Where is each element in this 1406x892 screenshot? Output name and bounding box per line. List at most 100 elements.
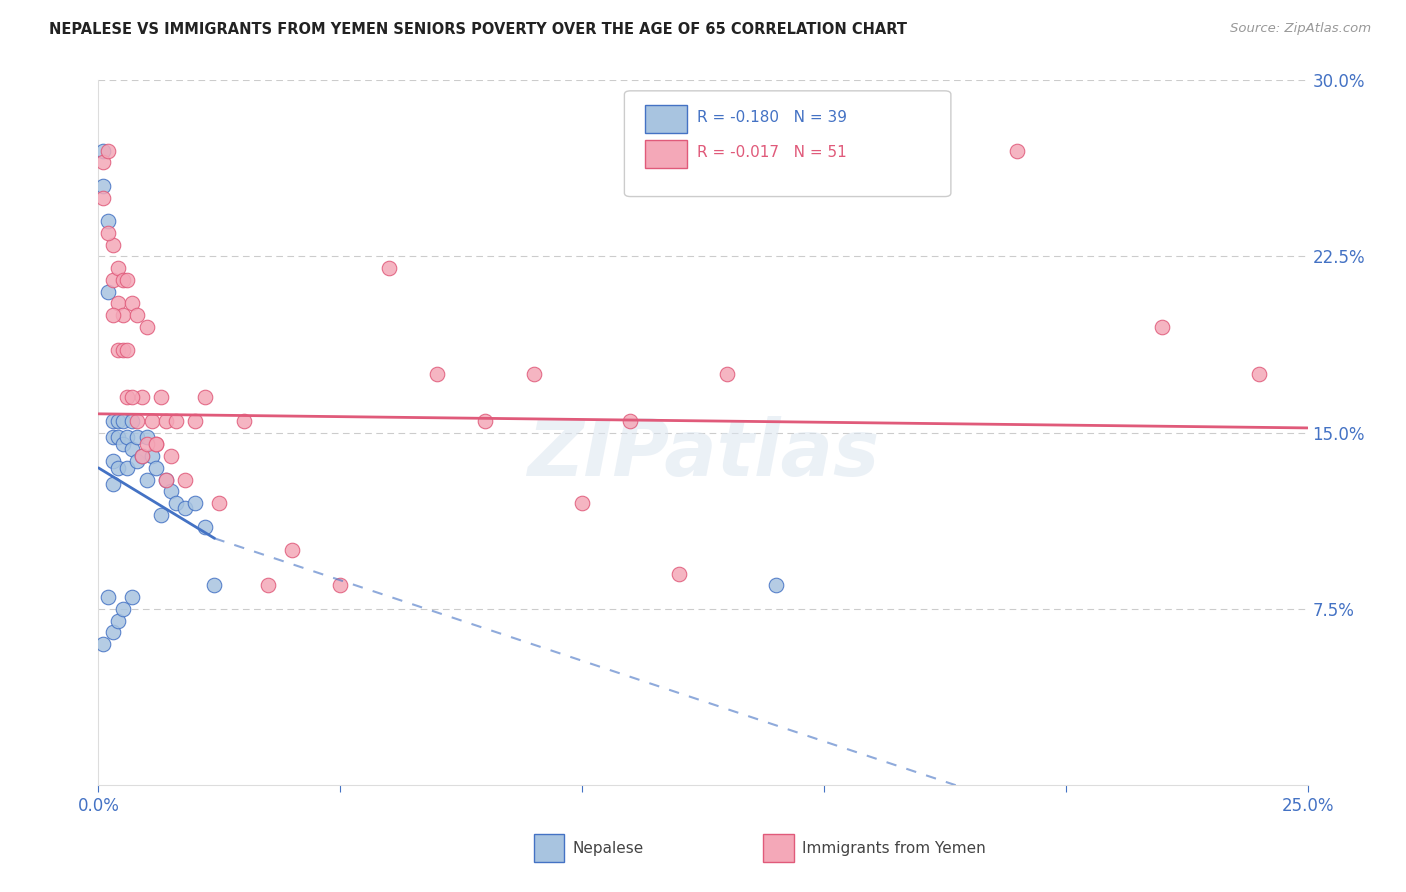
Point	[145, 437, 167, 451]
Point	[174, 500, 197, 515]
Point	[97, 226, 120, 240]
Point	[174, 473, 197, 487]
Point	[121, 414, 143, 428]
Text: Source: ZipAtlas.com: Source: ZipAtlas.com	[1230, 22, 1371, 36]
Point	[117, 460, 139, 475]
Point	[155, 414, 177, 428]
Point	[107, 261, 129, 276]
Point	[141, 414, 163, 428]
Point	[131, 449, 153, 463]
Point	[208, 496, 231, 510]
Point	[127, 454, 149, 468]
Point	[111, 601, 134, 615]
Point	[117, 343, 139, 358]
Point	[194, 390, 217, 404]
Point	[97, 144, 120, 158]
Point	[281, 543, 304, 558]
Bar	[645, 140, 688, 169]
Point	[127, 414, 149, 428]
Point	[1152, 319, 1174, 334]
Point	[165, 496, 187, 510]
Point	[135, 473, 157, 487]
Point	[184, 414, 207, 428]
Point	[716, 367, 738, 381]
Point	[121, 590, 143, 604]
Point	[111, 343, 134, 358]
Point	[426, 367, 449, 381]
Bar	[534, 834, 564, 863]
Point	[117, 390, 139, 404]
Point	[619, 414, 641, 428]
Point	[101, 625, 124, 640]
Point	[107, 296, 129, 310]
Point	[121, 442, 143, 456]
Point	[107, 414, 129, 428]
Point	[474, 414, 496, 428]
Point	[523, 367, 546, 381]
Text: R = -0.017   N = 51: R = -0.017 N = 51	[697, 145, 846, 161]
FancyBboxPatch shape	[624, 91, 950, 196]
Point	[111, 414, 134, 428]
Point	[160, 449, 183, 463]
Point	[91, 178, 114, 193]
Point	[131, 449, 153, 463]
Text: NEPALESE VS IMMIGRANTS FROM YEMEN SENIORS POVERTY OVER THE AGE OF 65 CORRELATION: NEPALESE VS IMMIGRANTS FROM YEMEN SENIOR…	[49, 22, 907, 37]
Bar	[645, 105, 688, 133]
Point	[571, 496, 593, 510]
Point	[145, 437, 167, 451]
Point	[135, 430, 157, 444]
Point	[97, 590, 120, 604]
Point	[101, 477, 124, 491]
Point	[101, 273, 124, 287]
Point	[184, 496, 207, 510]
Point	[107, 430, 129, 444]
Text: ZIPatlas: ZIPatlas	[527, 416, 879, 491]
Point	[668, 566, 690, 581]
Point	[91, 637, 114, 651]
Point	[91, 144, 114, 158]
Point	[117, 430, 139, 444]
Point	[101, 237, 124, 252]
Point	[101, 308, 124, 322]
Point	[141, 449, 163, 463]
Point	[194, 519, 217, 533]
Point	[377, 261, 399, 276]
Text: Immigrants from Yemen: Immigrants from Yemen	[803, 841, 986, 856]
Point	[329, 578, 352, 592]
Point	[127, 308, 149, 322]
Point	[765, 578, 787, 592]
Point	[97, 285, 120, 299]
Point	[101, 430, 124, 444]
Point	[97, 214, 120, 228]
Point	[160, 484, 183, 499]
Point	[1249, 367, 1271, 381]
Point	[111, 308, 134, 322]
Point	[1007, 144, 1029, 158]
Point	[107, 614, 129, 628]
Point	[121, 390, 143, 404]
Point	[107, 460, 129, 475]
Point	[111, 437, 134, 451]
Point	[131, 390, 153, 404]
Point	[135, 319, 157, 334]
Text: R = -0.180   N = 39: R = -0.180 N = 39	[697, 110, 846, 125]
Point	[145, 460, 167, 475]
Point	[91, 191, 114, 205]
Point	[107, 343, 129, 358]
Point	[135, 437, 157, 451]
Point	[232, 414, 254, 428]
Point	[127, 430, 149, 444]
Text: Nepalese: Nepalese	[572, 841, 644, 856]
Point	[101, 414, 124, 428]
Point	[111, 273, 134, 287]
Point	[150, 508, 173, 522]
Point	[256, 578, 278, 592]
Point	[150, 390, 173, 404]
Point	[155, 473, 177, 487]
Point	[204, 578, 226, 592]
Point	[101, 454, 124, 468]
Point	[155, 473, 177, 487]
Point	[91, 155, 114, 169]
Point	[117, 273, 139, 287]
Bar	[763, 834, 794, 863]
